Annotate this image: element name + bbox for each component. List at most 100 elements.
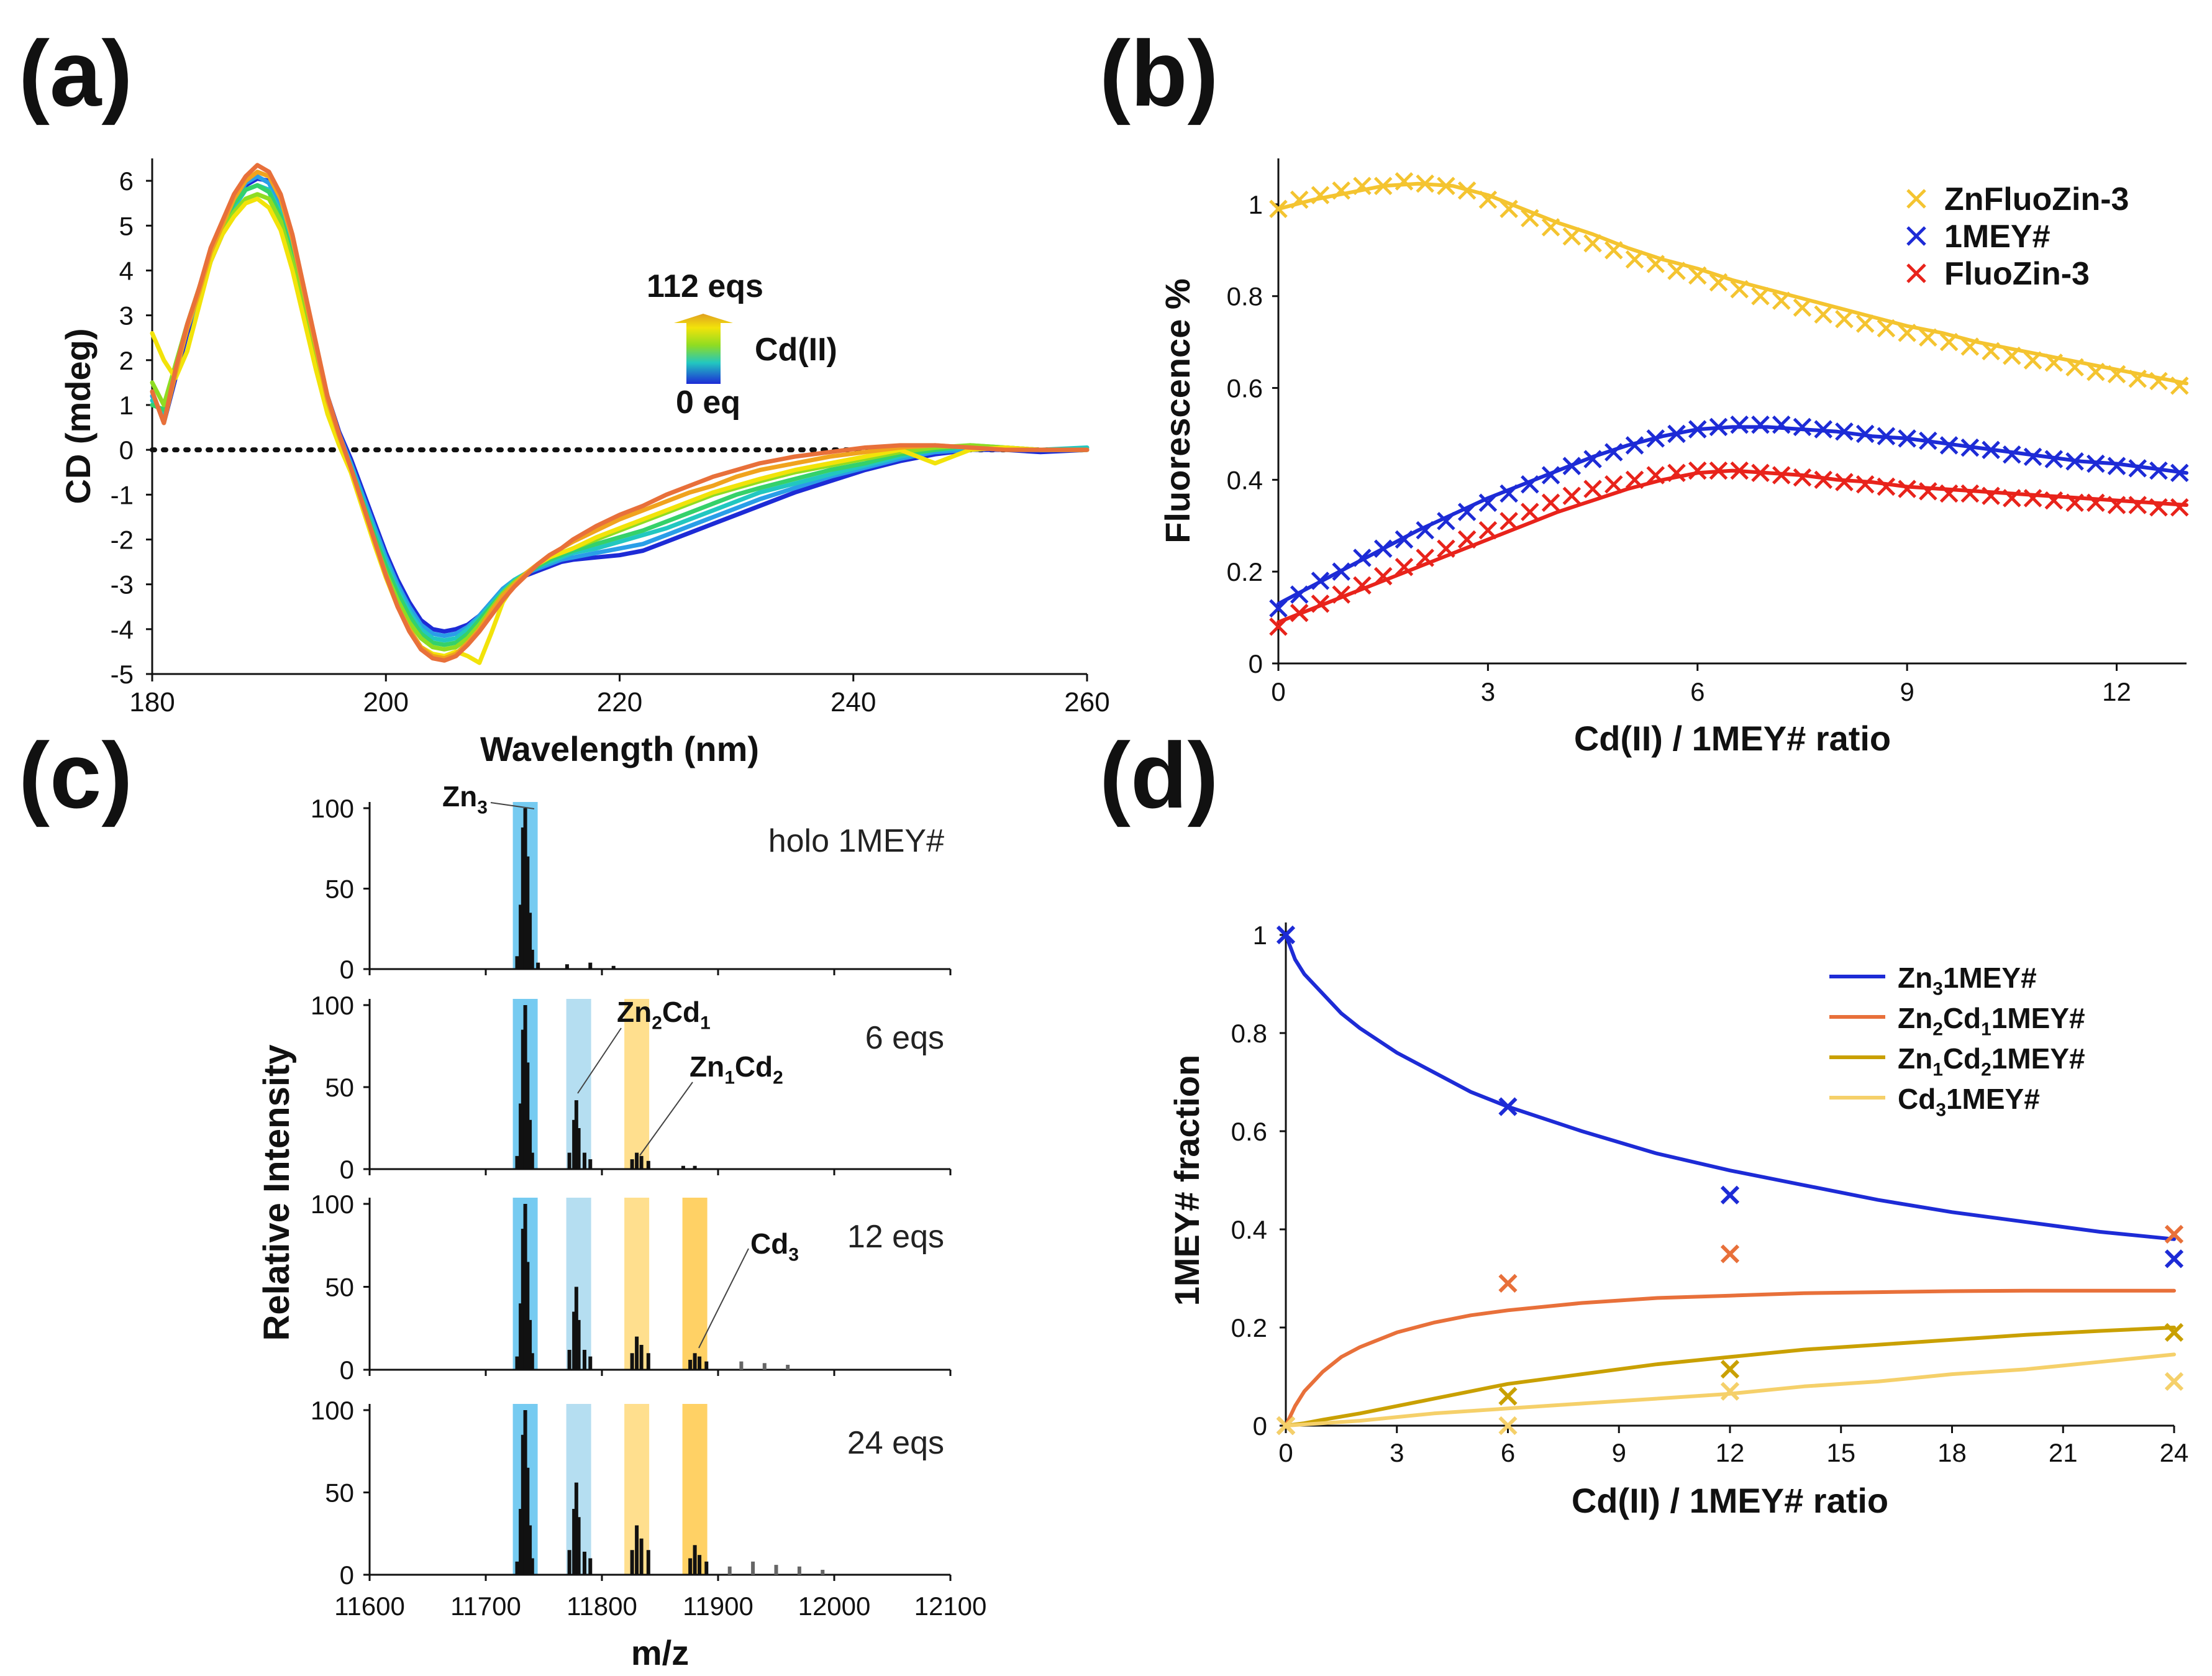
x-tick-label: 200: [363, 687, 409, 717]
spectrum-peak: [565, 964, 569, 969]
legend-label: Zn31MEY#: [1898, 962, 2037, 1000]
data-point: [1772, 415, 1791, 434]
y-tick-label: 0: [340, 1155, 354, 1184]
y-tick-label: 1: [1249, 190, 1263, 219]
panel-label-a: (a): [19, 21, 132, 125]
x-tick-label: 18: [1937, 1438, 1967, 1467]
x-tick-label: 3: [1390, 1438, 1404, 1467]
data-point: [1541, 466, 1560, 485]
spectrum-peak: [635, 1525, 639, 1575]
spectrum-peak: [521, 1029, 525, 1169]
y-tick-label: 0.4: [1231, 1215, 1267, 1244]
fit-line: [1277, 468, 2188, 624]
spectrum-peak: [704, 1361, 709, 1370]
x-tick-label: 12100: [914, 1592, 987, 1621]
panel-label-c: (c): [19, 723, 132, 827]
spectrum-peak: [530, 1353, 534, 1370]
y-tick-label: 0.6: [1227, 374, 1263, 403]
spectrum-peak: [635, 1336, 639, 1370]
spectrum-peak: [523, 808, 527, 969]
leader-line: [577, 1027, 622, 1094]
panel-label-d: (d): [1099, 723, 1219, 827]
data-point: [2164, 1323, 2184, 1342]
x-axis-label: m/z: [631, 1633, 689, 1672]
spectrum-peak: [530, 1152, 534, 1169]
spectrum-peak: [515, 1356, 519, 1370]
data-point: [1919, 431, 1937, 450]
data-point: [1709, 461, 1728, 480]
data-point: [1625, 436, 1644, 455]
spectrum-peak: [530, 1558, 534, 1575]
x-tick-label: 240: [831, 687, 876, 717]
data-point: [1709, 417, 1728, 437]
x-tick-label: 24: [2160, 1438, 2189, 1467]
data-point: [2003, 489, 2021, 508]
data-point: [1730, 461, 1749, 480]
y-tick-label: 4: [119, 256, 134, 285]
y-tick-label: 0: [340, 1560, 354, 1590]
spectrum-peak: [572, 1119, 576, 1169]
data-point: [2164, 1224, 2184, 1244]
data-point: [1688, 266, 1707, 285]
cd-spectrum-line: [150, 192, 1090, 652]
data-point: [1290, 585, 1309, 604]
data-point: [2149, 498, 2168, 517]
y-tick-label: 1: [119, 391, 134, 420]
data-point: [1939, 436, 1959, 455]
data-point: [1835, 422, 1854, 441]
spectrum-peak: [536, 962, 540, 969]
data-point: [1898, 480, 1916, 498]
spectrum-peak: [519, 1509, 523, 1575]
data-point: [1395, 558, 1414, 576]
spectrum-peak: [523, 1005, 527, 1169]
spectrum-peak: [821, 1570, 825, 1575]
y-tick-label: 100: [311, 991, 354, 1020]
data-point: [1646, 429, 1665, 448]
spectrum-peak: [530, 949, 534, 969]
y-tick-label: 0: [340, 1355, 354, 1385]
spectrum-peak: [588, 1356, 593, 1370]
data-point: [1332, 181, 1350, 200]
data-point: [1290, 603, 1309, 622]
data-point: [1855, 475, 1875, 494]
spectrum-peak: [567, 1152, 571, 1169]
data-point: [1437, 176, 1455, 196]
data-point: [1898, 324, 1916, 342]
x-tick-label: 9: [1900, 677, 1914, 706]
x-tick-label: 11700: [450, 1592, 521, 1621]
y-tick-label: 100: [311, 1396, 354, 1425]
y-tick-label: 100: [311, 794, 354, 823]
x-tick-label: 3: [1481, 677, 1495, 706]
legend-label: Cd31MEY#: [1898, 1083, 2040, 1121]
data-point: [1311, 594, 1330, 613]
data-point: [1373, 567, 1393, 586]
spectrum-label: 12 eqs: [847, 1219, 944, 1255]
spectrum-peak: [576, 1319, 581, 1370]
data-point: [1877, 319, 1896, 338]
spectrum-peak: [588, 962, 593, 969]
data-point: [1416, 521, 1434, 540]
leader-line: [639, 1082, 693, 1156]
spectrum-peak: [704, 1561, 709, 1575]
spectrum-label: 6 eqs: [865, 1020, 944, 1056]
data-point: [1541, 493, 1560, 512]
data-point: [1720, 1360, 1740, 1379]
data-point: [1437, 539, 1455, 558]
data-point: [2065, 358, 2084, 377]
data-point: [2044, 491, 2064, 510]
y-tick-label: 0.8: [1227, 282, 1263, 311]
data-point: [1772, 466, 1791, 485]
data-point: [1982, 486, 2000, 505]
data-point: [1500, 512, 1518, 531]
x-tick-label: 6: [1501, 1438, 1515, 1467]
data-point: [1667, 424, 1686, 444]
data-point: [1562, 227, 1582, 246]
x-tick-label: 12: [2102, 677, 2131, 706]
spectrum-peak: [572, 1509, 576, 1575]
data-point: [1939, 484, 1959, 503]
legend-label: FluoZin-3: [1944, 256, 2090, 292]
data-point: [1720, 1382, 1740, 1401]
spectrum-peak: [688, 1558, 693, 1575]
data-point: [1720, 1185, 1740, 1205]
